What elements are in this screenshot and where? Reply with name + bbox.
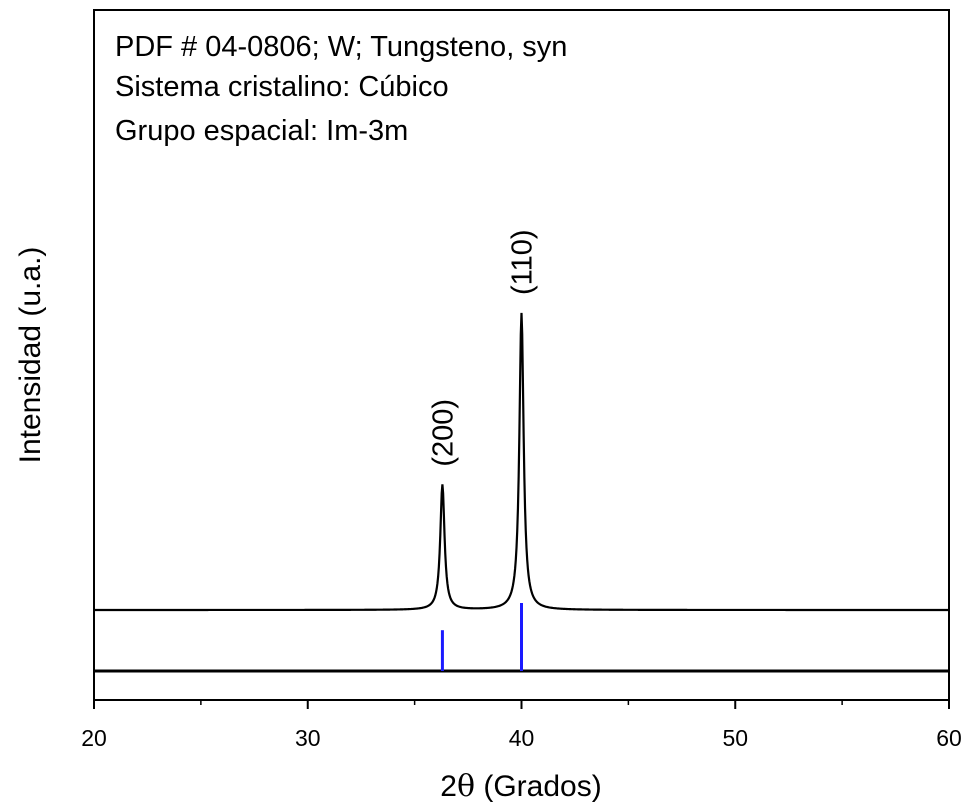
x-axis-ticks: 20 30 40 50 60 <box>81 700 962 751</box>
reference-pattern <box>440 603 523 671</box>
x-axis-title-prefix: 2 <box>440 770 457 803</box>
annotation-line-3: Grupo espacial: Im-3m <box>115 115 408 147</box>
peak-label-0: (200) <box>427 399 459 467</box>
measured-pattern-line <box>94 312 949 612</box>
annotation-line-1: PDF # 04-0806; W; Tungsteno, syn <box>115 31 567 63</box>
x-tick-label-40: 40 <box>509 725 535 751</box>
x-axis-title: 2θ (Grados) <box>440 769 601 804</box>
x-tick-label-60: 60 <box>936 725 962 751</box>
y-axis-title: Intensidad (u.a.) <box>14 247 47 464</box>
peak-label-1: (110) <box>507 229 539 295</box>
annotation-line-2: Sistema cristalino: Cúbico <box>115 71 449 103</box>
x-axis-title-suffix: (Grados) <box>475 770 602 803</box>
x-tick-label-20: 20 <box>81 725 107 751</box>
x-tick-label-50: 50 <box>722 725 748 751</box>
x-tick-label-30: 30 <box>295 725 321 751</box>
peak-labels: (200) (110) <box>427 229 538 466</box>
x-axis-title-theta: θ <box>457 769 475 804</box>
